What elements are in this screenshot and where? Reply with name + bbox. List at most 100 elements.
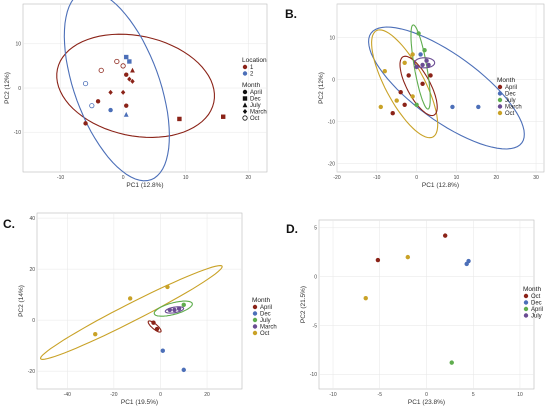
data-point (450, 104, 455, 110)
data-point (130, 78, 135, 84)
data-point (398, 90, 403, 95)
x-tick-label: -5 (378, 392, 383, 398)
data-point (363, 295, 368, 301)
legend-key (242, 89, 248, 95)
panel-label: B. (285, 7, 297, 21)
legend-key (523, 300, 529, 305)
confidence-ellipse (56, 33, 215, 138)
x-tick-label: 20 (204, 392, 210, 398)
y-axis-label: PC2 (12%) (4, 72, 11, 104)
y-tick-label: 0 (18, 86, 21, 92)
x-tick-label: -10 (373, 175, 380, 181)
legend-item: April (260, 305, 272, 311)
confidence-ellipse (371, 29, 439, 139)
confidence-ellipse (410, 24, 431, 110)
legend-item: Oct (250, 116, 260, 122)
x-tick-label: -40 (64, 392, 71, 398)
legend-title: Location (242, 57, 267, 64)
legend-key (497, 104, 503, 109)
y-tick-label: -20 (328, 161, 335, 167)
legend-key (497, 110, 503, 116)
x-tick-label: 5 (472, 392, 475, 398)
x-tick-label: 10 (517, 392, 523, 398)
data-point (95, 99, 101, 104)
legend-title: Month (523, 286, 541, 293)
data-point (124, 103, 129, 108)
y-tick-label: -5 (313, 323, 318, 329)
y-tick-label: -10 (328, 119, 335, 125)
legend-key (523, 293, 529, 299)
legend-key (523, 313, 529, 318)
data-point (449, 360, 454, 365)
y-tick-label: 20 (29, 267, 35, 273)
x-tick-label: -20 (333, 175, 340, 181)
data-point (172, 307, 177, 313)
legend-item: Dec (505, 92, 516, 98)
data-point (420, 62, 425, 68)
data-point (390, 111, 395, 116)
x-tick-label: 0 (159, 392, 162, 398)
confidence-ellipse (153, 300, 193, 317)
data-point (114, 58, 120, 65)
y-tick-label: 0 (32, 318, 35, 324)
legend-key (242, 64, 248, 70)
legend-item: Dec (531, 301, 542, 307)
data-point (98, 67, 104, 73)
y-tick-label: 0 (332, 77, 335, 83)
x-tick-label: 10 (454, 175, 460, 181)
legend-item: July (531, 314, 542, 320)
confidence-ellipse (413, 57, 436, 69)
data-point (418, 52, 423, 57)
data-point (420, 81, 425, 87)
data-point (127, 296, 133, 301)
x-tick-label: 0 (122, 175, 125, 181)
data-point (123, 111, 129, 117)
y-tick-label: 10 (329, 35, 335, 41)
data-point (378, 104, 383, 110)
legend-key (242, 102, 248, 108)
data-point (424, 58, 429, 63)
legend-item: Dec (250, 97, 261, 103)
legend-item: July (250, 103, 261, 109)
data-point (410, 52, 415, 57)
data-point (165, 284, 170, 290)
data-point (127, 59, 132, 64)
legend-item: March (505, 105, 522, 111)
legend-item: July (505, 98, 516, 104)
y-tick-label: 0 (314, 274, 317, 280)
legend-key (242, 96, 248, 101)
legend-key (252, 330, 258, 336)
legend-key (252, 304, 258, 310)
data-point (428, 73, 433, 78)
y-tick-label: -20 (28, 369, 35, 375)
data-point (124, 54, 129, 60)
x-axis-label: PC1 (19.5%) (121, 399, 158, 406)
data-point (167, 307, 172, 313)
legend-key (242, 109, 248, 114)
data-point (402, 60, 407, 65)
x-tick-label: 0 (415, 175, 418, 181)
data-point (127, 76, 132, 82)
y-tick-label: 40 (29, 216, 35, 222)
x-tick-label: 30 (533, 175, 539, 181)
y-tick-label: 10 (15, 42, 21, 48)
legend-item: Oct (505, 111, 515, 117)
x-tick-label: 20 (493, 175, 499, 181)
legend-item: July (260, 318, 271, 324)
data-point (154, 326, 160, 332)
legend-title: Month (497, 77, 515, 84)
legend-item: March (250, 110, 267, 116)
data-point (221, 114, 226, 119)
data-point (181, 367, 186, 373)
data-point (406, 73, 411, 78)
x-tick-label: -10 (57, 175, 64, 181)
legend-key (497, 84, 503, 90)
data-point (93, 331, 98, 337)
legend-item: Dec (260, 312, 271, 318)
legend-item: April (250, 90, 262, 96)
data-point (120, 63, 126, 69)
data-point (176, 306, 182, 311)
